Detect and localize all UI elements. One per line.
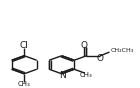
Text: O: O — [80, 41, 87, 50]
Text: Cl: Cl — [20, 41, 29, 50]
Text: CH₂CH₃: CH₂CH₃ — [110, 48, 133, 53]
Text: CH₃: CH₃ — [80, 72, 93, 78]
Text: O: O — [96, 54, 103, 63]
Text: CH₃: CH₃ — [17, 81, 30, 87]
Text: N: N — [59, 71, 66, 80]
